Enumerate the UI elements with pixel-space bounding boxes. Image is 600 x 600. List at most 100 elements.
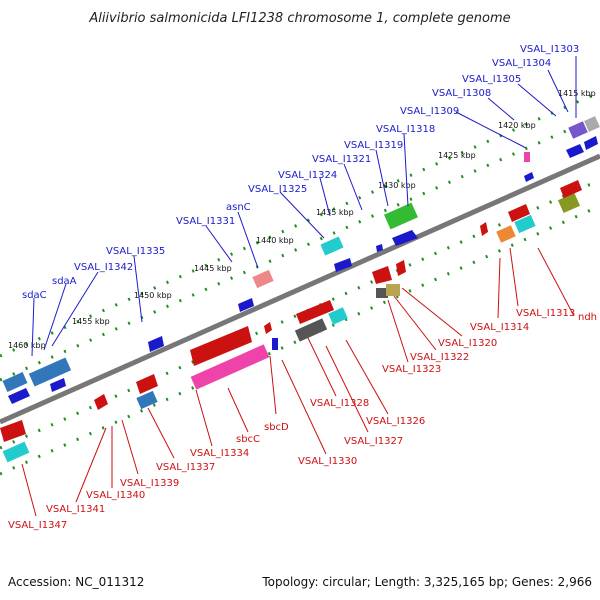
- tick-label: 1440 kbp: [256, 236, 294, 245]
- reverse-arrow: [94, 394, 108, 410]
- gene-label: sdaC: [22, 290, 47, 301]
- reverse-arrow: [560, 180, 582, 198]
- gene-label: VSAL_I1308: [432, 88, 491, 99]
- gene-label: VSAL_I1341: [46, 504, 105, 515]
- reverse-arrow: [396, 260, 406, 276]
- feature-block: [568, 121, 588, 139]
- forward-arrow: [50, 378, 66, 392]
- gene-label: VSAL_I1305: [462, 74, 521, 85]
- leader-line: [401, 287, 463, 337]
- leader-line: [319, 177, 331, 217]
- tick-labels: 1415 kbp 1420 kbp 1425 kbp 1430 kbp 1435…: [8, 89, 596, 350]
- forward-arrow: [148, 336, 164, 352]
- leader-line: [387, 299, 409, 363]
- gene-label: VSAL_I1339: [120, 478, 179, 489]
- gene-label: VSAL_I1335: [106, 246, 165, 257]
- leader-line: [345, 339, 389, 415]
- feature-block: [2, 372, 28, 392]
- gene-label: VSAL_I1322: [410, 352, 469, 363]
- chromosome-backbone: [0, 153, 600, 425]
- gene-label: VSAL_I1337: [156, 462, 215, 473]
- tick-label: 1415 kbp: [558, 89, 596, 98]
- gene-label: sbcD: [264, 422, 289, 433]
- leader-line: [517, 83, 557, 117]
- inner-guide-upper: [0, 114, 600, 382]
- leader-line: [307, 337, 337, 397]
- feature-block: [376, 288, 388, 298]
- leader-line: [343, 163, 363, 211]
- reverse-arrow: [296, 300, 334, 324]
- gene-label: VSAL_I1324: [278, 170, 337, 181]
- top-leaders: [31, 56, 577, 357]
- tick-label: 1460 kbp: [8, 341, 46, 350]
- leader-line: [75, 427, 107, 503]
- reverse-arrow: [480, 222, 488, 236]
- leader-line: [31, 297, 35, 357]
- gene-label: VSAL_I1313: [516, 308, 575, 319]
- forward-arrow: [584, 136, 598, 150]
- forward-arrow: [8, 388, 30, 404]
- tick-label: 1430 kbp: [378, 181, 416, 190]
- leader-line: [21, 463, 37, 517]
- gene-label: VSAL_I1325: [248, 184, 307, 195]
- tick-label: 1420 kbp: [498, 121, 536, 130]
- gene-label: VSAL_I1347: [8, 520, 67, 531]
- tick-label: 1435 kbp: [316, 208, 354, 217]
- leader-line: [121, 419, 139, 475]
- leader-line: [537, 247, 575, 317]
- gene-label: VSAL_I1328: [310, 398, 369, 409]
- forward-features: [2, 116, 600, 404]
- gene-label: sdaA: [52, 276, 77, 287]
- leader-line: [237, 211, 259, 269]
- reverse-arrow: [190, 326, 252, 366]
- gene-label: asnC: [226, 202, 251, 213]
- reverse-arrow: [0, 420, 26, 442]
- feature-block: [320, 236, 344, 256]
- leader-line: [455, 111, 527, 149]
- gene-label: VSAL_I1326: [366, 416, 425, 427]
- leader-line: [393, 295, 437, 351]
- gene-label: VSAL_I1309: [400, 106, 459, 117]
- leader-line: [487, 97, 515, 121]
- reverse-features: [0, 180, 582, 463]
- leader-line: [205, 225, 233, 263]
- leader-line: [227, 387, 249, 433]
- leader-line: [269, 355, 277, 415]
- tick-label: 1450 kbp: [134, 291, 172, 300]
- outer-guide-lower: [0, 204, 600, 476]
- leader-line: [279, 191, 325, 239]
- tick-label: 1425 kbp: [438, 151, 476, 160]
- leader-line: [51, 271, 99, 347]
- feature-block: [524, 152, 530, 162]
- gene-label: VSAL_I1342: [74, 262, 133, 273]
- forward-arrow: [238, 298, 254, 312]
- gene-label: VSAL_I1331: [176, 216, 235, 227]
- bottom-leaders: [21, 247, 575, 517]
- feature-block: [328, 307, 348, 325]
- top-labels: VSAL_I1303 VSAL_I1304 VSAL_I1305 VSAL_I1…: [22, 44, 579, 301]
- gene-label: VSAL_I1327: [344, 436, 403, 447]
- gene-label: VSAL_I1323: [382, 364, 441, 375]
- gene-label: sbcC: [236, 434, 260, 445]
- forward-arrow: [524, 172, 534, 182]
- feature-block: [584, 116, 600, 132]
- leader-line: [325, 345, 369, 433]
- leader-line: [403, 133, 409, 207]
- leader-line: [133, 255, 143, 323]
- feature-block: [384, 202, 418, 230]
- outer-guide-upper: [0, 90, 600, 358]
- gene-label: VSAL_I1304: [492, 58, 551, 69]
- forward-arrow: [334, 258, 352, 272]
- feature-block: [557, 192, 581, 214]
- feature-block: [514, 214, 536, 234]
- reverse-arrow: [372, 266, 392, 284]
- gene-label: VSAL_I1319: [344, 140, 403, 151]
- gene-label: VSAL_I1334: [190, 448, 249, 459]
- feature-block: [386, 284, 400, 296]
- gene-label: VSAL_I1321: [312, 154, 371, 165]
- reverse-arrow: [508, 204, 530, 222]
- feature-block: [28, 357, 72, 387]
- tick-label: 1445 kbp: [194, 264, 232, 273]
- accession-text: Accession: NC_011312: [8, 575, 144, 589]
